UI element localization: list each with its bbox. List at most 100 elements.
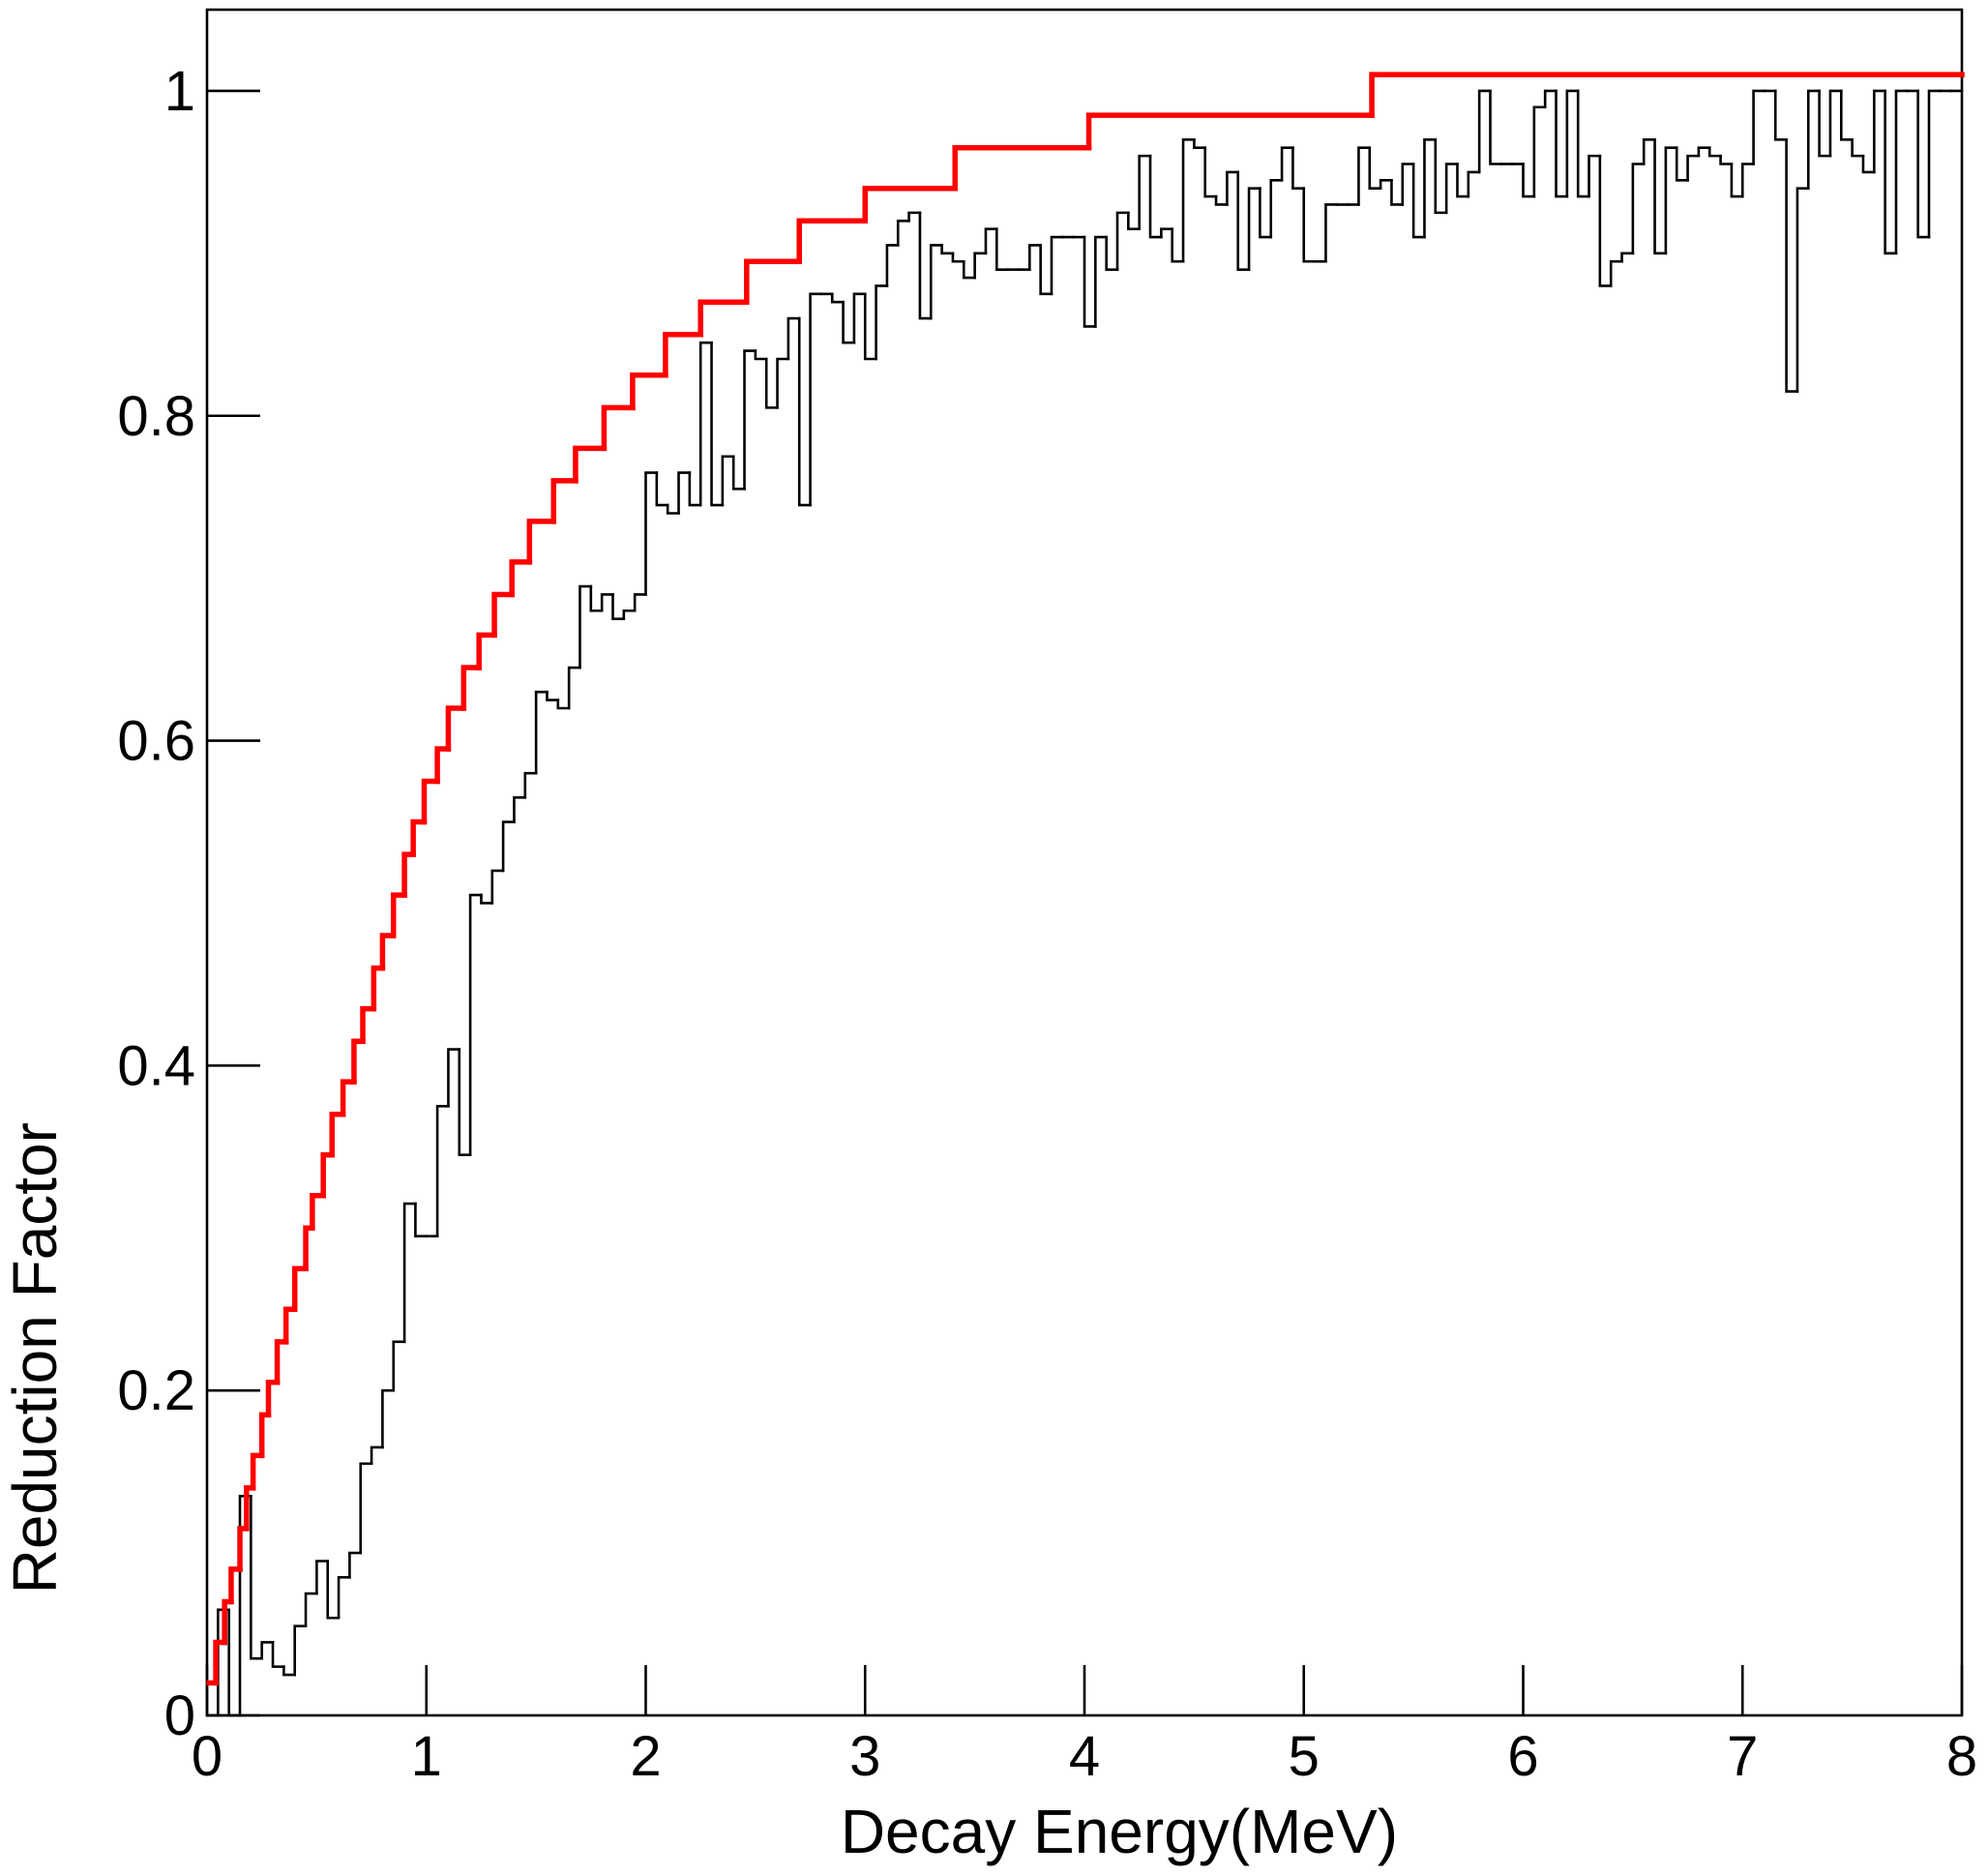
histogram-bin [1795,187,1810,393]
histogram-bin [468,893,483,1157]
histogram-bin [797,316,812,507]
histogram-bin [875,284,889,361]
histogram-bin [1105,235,1119,271]
histogram-bin [1083,235,1097,328]
histogram-bin [315,1560,330,1595]
histogram-bin [329,1112,346,1158]
histogram-bin [842,300,856,344]
histogram-bin [1259,187,1273,239]
histogram-bin [445,705,467,752]
histogram-bin [1094,235,1108,328]
histogram-bin [534,690,549,775]
histogram-bin [601,404,636,452]
histogram-bin [513,796,527,823]
histogram-bin [1050,235,1064,296]
histogram-bin [973,252,988,280]
x-tick-label: 0 [192,1725,223,1788]
histogram-bin [796,218,868,265]
histogram-bin [293,1624,308,1677]
histogram-bin [567,666,581,710]
histogram-bin [1806,89,1821,190]
histogram-bin [1444,163,1459,215]
y-tick-label: 1 [164,60,195,123]
y-tick-label: 0.8 [117,385,195,448]
histogram-bin [550,478,579,524]
histogram-bin [1543,89,1558,109]
histogram-bin [995,227,1009,271]
histogram-bin [434,746,452,785]
histogram-bin [1620,252,1635,263]
histogram-bin [213,1639,227,1686]
histogram-bin [698,341,713,507]
histogram-bin [622,609,637,620]
histogram-bin [310,1192,326,1232]
histogram-bin [1631,163,1646,255]
histogram-bin [1148,154,1163,239]
y-tick-label: 0.2 [117,1359,195,1422]
histogram-bin [303,1225,315,1272]
histogram-bin [1160,227,1173,239]
histogram-bin [907,211,922,223]
histogram-bin [1686,154,1701,182]
histogram-bin [1324,203,1339,263]
histogram-bin [754,349,768,361]
histogram-bin [644,471,659,596]
histogram-bin [381,1388,396,1449]
histogram-bin [573,445,608,484]
histogram-bin [786,316,801,361]
histogram-bin [282,1665,296,1677]
histogram-bin [1719,154,1734,165]
histogram-bin [1028,244,1042,271]
histogram-bin [1379,179,1393,190]
histogram-bin [1664,146,1678,255]
histogram-bin [951,252,965,263]
histogram-bin [401,851,416,898]
histogram-bin [1861,154,1876,174]
histogram-bin [1115,211,1130,271]
histogram-bin [460,665,482,711]
histogram-bin [1555,89,1569,198]
histogram-bin [526,519,557,565]
histogram-bin [697,299,750,338]
histogram-bin [337,1575,351,1620]
histogram-bin [688,471,702,507]
histogram-bin [1522,163,1536,198]
histogram-bin [600,593,614,612]
histogram-bin [250,1452,265,1491]
histogram-bin [379,933,397,971]
histogram-bin [1927,89,1942,239]
histogram-bin [348,1551,363,1579]
x-tick-label: 7 [1727,1725,1758,1788]
histogram-bin [227,1608,242,1717]
histogram-bin [677,471,692,515]
histogram-bin [435,1105,450,1237]
histogram-bin [885,244,900,287]
histogram-bin [929,244,943,320]
histogram-bin [1039,244,1053,296]
histogram-bin [490,869,505,905]
histogram-bin [371,965,386,1012]
histogram-bin [1489,89,1503,165]
histogram-bin [744,258,802,305]
histogram-bin [1369,72,1965,118]
x-tick-label: 1 [411,1725,442,1788]
histogram-bin [1214,194,1229,206]
histogram-bin [764,357,779,409]
histogram-bin [1411,163,1426,239]
histogram-bin [1390,179,1405,206]
x-tick-label: 3 [849,1725,880,1788]
histogram-bin [476,632,497,670]
histogram-bin [480,893,494,905]
histogram-bin [1884,89,1898,255]
histogram-bin [1302,187,1317,263]
histogram-bin [862,185,958,224]
histogram-bin [1138,154,1152,230]
histogram-bin [1851,138,1865,158]
histogram-bin [1368,146,1382,190]
histogram-bin [1707,146,1722,158]
y-tick-label: 0 [164,1684,195,1747]
histogram-bin [1642,138,1656,165]
histogram-bin [509,559,533,598]
histogram-bin [809,292,823,507]
